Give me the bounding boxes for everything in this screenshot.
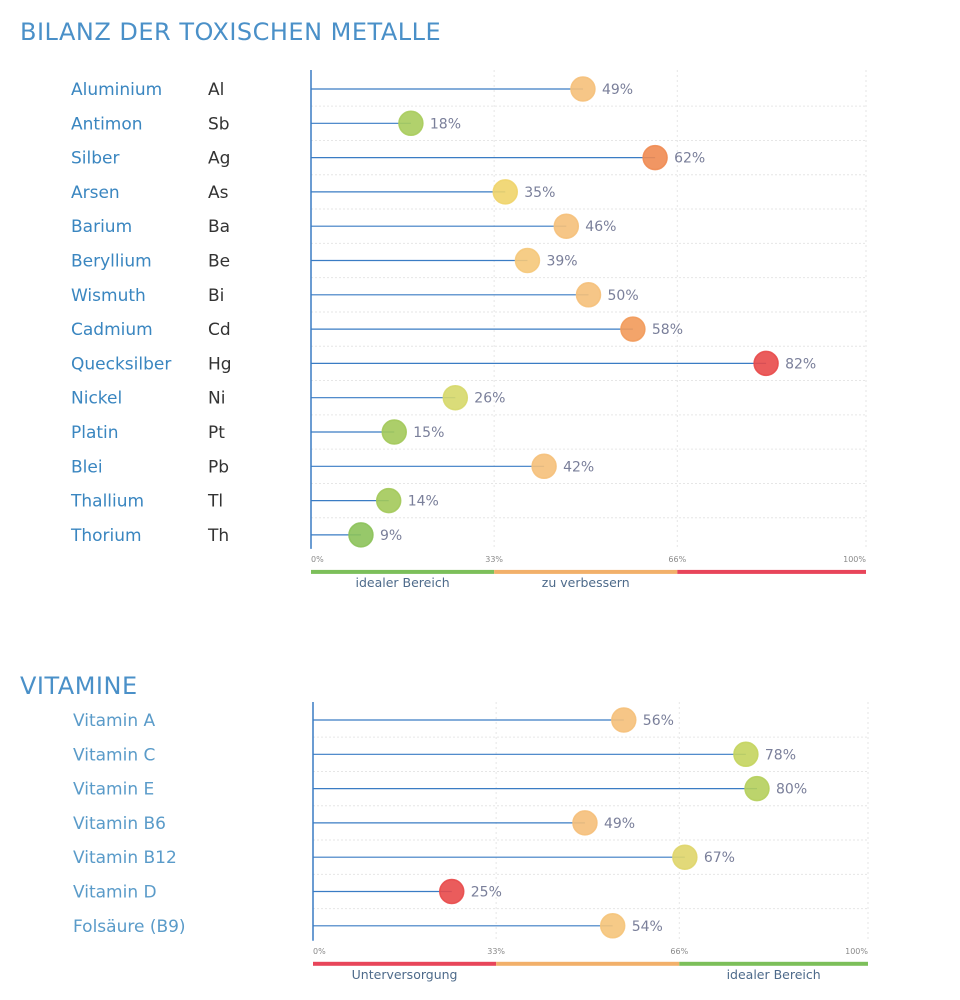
value-label: 78%	[765, 747, 796, 763]
value-label: 80%	[776, 782, 807, 798]
lollipop-dot	[531, 453, 557, 480]
range-zone-label: zu verbessern	[542, 575, 630, 590]
value-label: 67%	[704, 850, 735, 866]
lollipop-dot	[642, 144, 668, 171]
value-label: 39%	[546, 254, 577, 270]
range-zone-label: Unterversorgung	[352, 967, 458, 982]
row-name-label: Arsen	[71, 183, 120, 203]
x-tick-label: 66%	[668, 555, 686, 564]
row-name-label: Folsäure (B9)	[73, 917, 186, 937]
lollipop-dot	[599, 913, 626, 939]
row-name-label: Vitamin D	[73, 883, 157, 903]
row-name-label: Vitamin A	[73, 711, 156, 731]
row-name-label: Vitamin B6	[73, 814, 166, 834]
row-name-label: Silber	[71, 149, 119, 169]
element-symbol-label: Pb	[208, 457, 229, 477]
lollipop-dot	[492, 179, 518, 205]
lollipop-dot	[439, 878, 465, 905]
range-zone-bar	[494, 569, 678, 574]
element-symbol-label: Al	[208, 80, 224, 100]
range-zone-bar	[311, 569, 495, 574]
value-label: 35%	[524, 185, 555, 201]
value-label: 18%	[430, 116, 461, 132]
lollipop-dot	[375, 487, 402, 514]
lollipop-dot	[398, 110, 424, 137]
element-symbol-label: Sb	[208, 114, 230, 134]
value-label: 54%	[632, 919, 663, 935]
element-symbol-label: Bi	[208, 286, 224, 306]
row-name-label: Barium	[71, 217, 132, 237]
row-name-label: Thallium	[70, 492, 144, 512]
value-label: 42%	[563, 459, 594, 475]
range-zone-bar	[679, 961, 868, 966]
row-name-label: Vitamin E	[73, 780, 154, 800]
lollipop-dot	[348, 522, 374, 548]
lollipop-dot	[733, 741, 759, 768]
row-name-label: Platin	[71, 423, 119, 443]
value-label: 9%	[380, 528, 402, 544]
element-symbol-label: Pt	[208, 423, 225, 443]
row-name-label: Blei	[71, 457, 103, 477]
lollipop-dot	[514, 247, 541, 274]
value-label: 46%	[585, 219, 616, 235]
value-label: 49%	[604, 816, 635, 832]
value-label: 56%	[643, 713, 674, 729]
range-zone-bar	[496, 961, 680, 966]
element-symbol-label: Ni	[208, 389, 225, 409]
row-name-label: Beryllium	[71, 252, 152, 272]
lollipop-dot	[611, 707, 637, 733]
element-symbol-label: As	[208, 183, 229, 203]
value-label: 58%	[652, 322, 683, 338]
x-tick-label: 33%	[485, 555, 503, 564]
element-symbol-label: Cd	[208, 320, 231, 340]
x-tick-label: 0%	[313, 947, 326, 956]
row-name-label: Aluminium	[71, 80, 162, 100]
value-label: 49%	[602, 82, 633, 98]
lollipop-dot	[672, 844, 698, 870]
range-zone-label: idealer Bereich	[356, 575, 450, 590]
lollipop-dot	[744, 775, 770, 802]
row-name-label: Quecksilber	[71, 354, 171, 374]
lollipop-dot	[381, 419, 407, 445]
value-label: 82%	[785, 356, 816, 372]
value-label: 25%	[471, 885, 502, 901]
element-symbol-label: Hg	[208, 354, 232, 374]
x-tick-label: 100%	[843, 555, 866, 564]
element-symbol-label: Ba	[208, 217, 230, 237]
value-label: 50%	[608, 288, 639, 304]
x-tick-label: 100%	[845, 947, 868, 956]
value-label: 14%	[408, 494, 439, 510]
row-name-label: Wismuth	[71, 286, 146, 306]
element-symbol-label: Th	[207, 526, 229, 546]
element-symbol-label: Be	[208, 252, 230, 272]
x-tick-label: 33%	[487, 947, 505, 956]
element-symbol-label: Ag	[208, 149, 230, 169]
lollipop-dot	[753, 350, 779, 377]
toxic-metals-chart: Aluminium Al 49% Antimon Sb 18% Silber Ag 62% Ars…	[70, 70, 867, 590]
row-name-label: Vitamin C	[73, 745, 155, 765]
lollipop-dot	[620, 316, 646, 342]
row-name-label: Antimon	[71, 114, 143, 134]
row-name-label: Thorium	[70, 526, 142, 546]
row-name-label: Cadmium	[71, 320, 153, 340]
lollipop-dot	[553, 213, 580, 239]
range-zone-bar	[677, 569, 866, 574]
vitamins-chart: Vitamin A 56% Vitamin C 78% Vitamin E 80% Vita…	[73, 702, 869, 982]
range-zone-label: idealer Bereich	[727, 967, 821, 982]
lollipop-dot	[570, 76, 596, 102]
row-name-label: Nickel	[71, 389, 122, 409]
range-zone-bar	[313, 961, 497, 966]
x-tick-label: 66%	[670, 947, 688, 956]
lollipop-dot	[575, 282, 602, 308]
vitamins-section-title: VITAMINE	[20, 672, 138, 700]
lollipop-dot	[572, 810, 598, 836]
metals-section-title: BILANZ DER TOXISCHEN METALLE	[20, 18, 442, 46]
value-label: 26%	[474, 391, 505, 407]
value-label: 15%	[413, 425, 444, 441]
lollipop-dot	[442, 384, 469, 411]
x-tick-label: 0%	[311, 555, 324, 564]
value-label: 62%	[674, 151, 705, 167]
element-symbol-label: Tl	[207, 492, 223, 512]
row-name-label: Vitamin B12	[73, 848, 177, 868]
